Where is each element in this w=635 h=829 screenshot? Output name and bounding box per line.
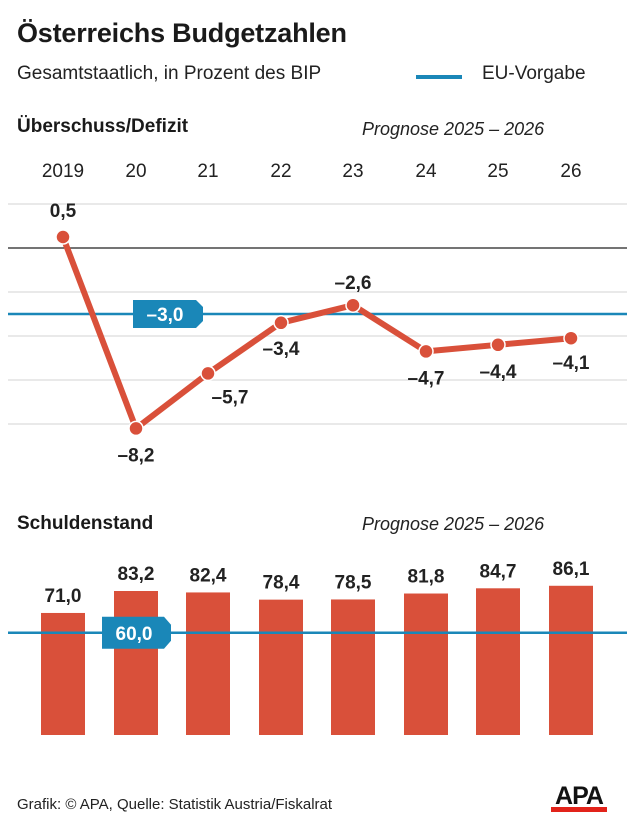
data-label: 0,5: [50, 201, 77, 222]
x-tick-label: 24: [415, 161, 437, 182]
bar: [259, 599, 303, 735]
apa-logo: APA: [551, 782, 607, 816]
chart-subtitle: Gesamtstaatlich, in Prozent des BIP: [17, 63, 322, 84]
bar-value-label: 78,5: [335, 572, 372, 593]
data-point: [200, 365, 216, 382]
legend-label-eu-vorgabe: EU-Vorgabe: [482, 63, 586, 84]
data-point: [490, 337, 506, 353]
data-label: –5,7: [212, 387, 249, 408]
x-tick-label: 25: [487, 161, 508, 182]
data-label: –2,6: [335, 273, 372, 294]
bar-value-label: 86,1: [553, 559, 590, 580]
data-point: [345, 297, 361, 313]
bar: [476, 588, 520, 735]
x-tick-label: 26: [560, 161, 581, 182]
x-tick-label: 22: [270, 161, 291, 182]
line-chart-title: Überschuss/Defizit: [17, 116, 189, 137]
reference-badge-label: 60,0: [116, 624, 153, 645]
bar-value-label: 83,2: [118, 564, 155, 585]
bar: [41, 612, 85, 735]
data-label: –4,1: [553, 353, 590, 374]
x-tick-label: 20: [125, 161, 146, 182]
data-point: [55, 229, 71, 245]
data-point: [418, 343, 434, 360]
bar-value-label: 78,4: [263, 573, 300, 594]
data-point: [563, 330, 579, 346]
bar-value-label: 84,7: [480, 561, 517, 582]
bar: [549, 585, 593, 735]
series-line: [60, 235, 572, 432]
reference-badge: [133, 300, 203, 328]
bar-value-label: 82,4: [190, 565, 227, 586]
x-tick-label: 23: [342, 161, 363, 182]
x-tick-label: 21: [197, 161, 218, 182]
data-label: –4,4: [480, 362, 517, 383]
bar-value-label: 81,8: [408, 567, 445, 588]
source-credit: Grafik: © APA, Quelle: Statistik Austria…: [17, 796, 333, 813]
bar-chart-forecast-note: Prognose 2025 – 2026: [362, 514, 545, 534]
data-label: –3,4: [263, 339, 300, 360]
bar-value-label: 71,0: [45, 586, 82, 607]
apa-logo-text: APA: [555, 782, 604, 810]
line-chart-forecast-note: Prognose 2025 – 2026: [362, 119, 545, 139]
legend-swatch-eu-vorgabe: [416, 75, 462, 79]
bar: [186, 592, 230, 735]
data-point: [128, 420, 144, 437]
data-label: –8,2: [118, 445, 155, 466]
bar: [404, 593, 448, 735]
bar-chart-title: Schuldenstand: [17, 513, 154, 534]
data-point: [273, 315, 289, 331]
bar: [114, 591, 158, 735]
reference-badge-label: –3,0: [147, 305, 184, 326]
apa-logo-bar: [551, 807, 607, 812]
bar: [331, 599, 375, 735]
data-label: –4,7: [408, 368, 445, 389]
reference-badge: [102, 616, 171, 649]
chart-title: Österreichs Budgetzahlen: [17, 18, 347, 48]
x-tick-label: 2019: [42, 161, 84, 182]
